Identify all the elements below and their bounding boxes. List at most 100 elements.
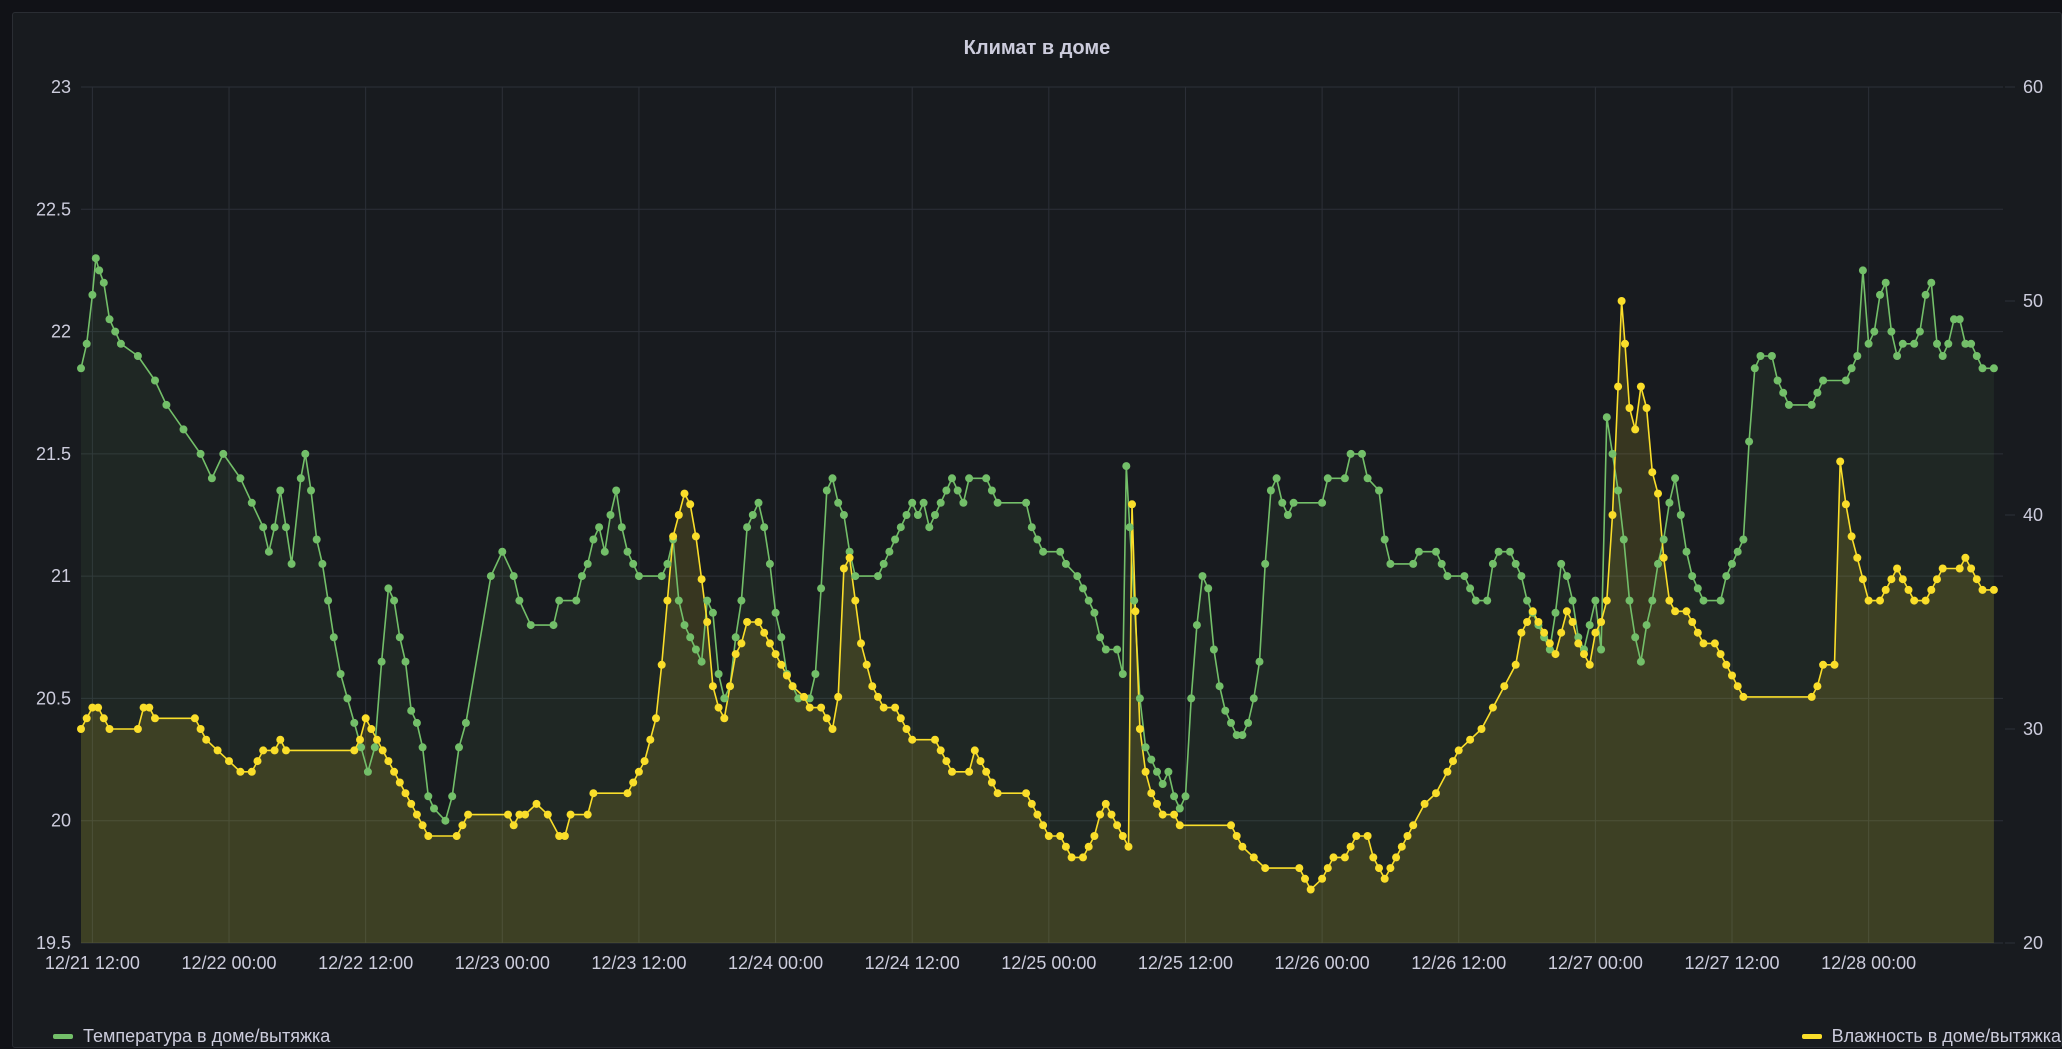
data-point-left[interactable]	[1255, 657, 1264, 666]
data-point-right[interactable]	[532, 799, 541, 808]
data-point-left[interactable]	[965, 474, 974, 483]
data-point-left[interactable]	[663, 559, 672, 568]
data-point-right[interactable]	[868, 682, 877, 691]
data-point-left[interactable]	[1198, 572, 1207, 581]
data-point-right[interactable]	[515, 810, 524, 819]
data-point-right[interactable]	[788, 682, 797, 691]
data-point-left[interactable]	[902, 511, 911, 519]
data-point-right[interactable]	[822, 714, 831, 723]
data-point-left[interactable]	[737, 596, 746, 605]
data-point-right[interactable]	[99, 714, 108, 723]
data-point-left[interactable]	[1147, 755, 1156, 764]
data-point-left[interactable]	[1819, 376, 1828, 385]
data-point-left[interactable]	[105, 315, 114, 324]
data-point-left[interactable]	[1323, 474, 1332, 483]
data-point-left[interactable]	[1779, 388, 1788, 397]
data-point-right[interactable]	[88, 703, 97, 712]
data-point-left[interactable]	[1181, 792, 1190, 801]
data-point-right[interactable]	[857, 639, 865, 648]
data-point-left[interactable]	[1517, 572, 1526, 581]
data-point-left[interactable]	[336, 670, 345, 678]
data-point-right[interactable]	[1067, 853, 1076, 862]
data-point-right[interactable]	[1500, 682, 1509, 691]
data-point-right[interactable]	[1096, 810, 1105, 819]
data-point-right[interactable]	[726, 682, 734, 691]
data-point-right[interactable]	[1027, 799, 1036, 808]
data-point-left[interactable]	[1483, 596, 1492, 605]
data-point-left[interactable]	[1466, 584, 1475, 593]
data-point-right[interactable]	[896, 714, 905, 723]
data-point-left[interactable]	[430, 804, 438, 813]
data-point-left[interactable]	[370, 743, 379, 752]
data-point-left[interactable]	[1204, 584, 1213, 593]
data-point-left[interactable]	[817, 584, 826, 593]
data-point-right[interactable]	[1238, 842, 1247, 851]
data-point-left[interactable]	[91, 254, 100, 263]
data-point-right[interactable]	[623, 789, 632, 798]
data-point-left[interactable]	[1170, 792, 1179, 801]
legend-humidity[interactable]: Влажность в доме/вытяжка	[1801, 1026, 2061, 1047]
data-point-left[interactable]	[822, 486, 831, 495]
data-point-right[interactable]	[236, 767, 245, 776]
data-point-right[interactable]	[1728, 671, 1736, 680]
data-point-left[interactable]	[1232, 731, 1241, 740]
data-point-left[interactable]	[1443, 572, 1452, 581]
data-point-left[interactable]	[629, 559, 638, 568]
data-point-left[interactable]	[343, 694, 352, 703]
data-point-right[interactable]	[714, 703, 723, 712]
data-point-left[interactable]	[1915, 327, 1924, 336]
data-point-right[interactable]	[1170, 810, 1179, 819]
data-point-right[interactable]	[105, 725, 114, 733]
data-point-right[interactable]	[1830, 660, 1839, 669]
data-point-left[interactable]	[1614, 486, 1623, 495]
data-point-left[interactable]	[1784, 400, 1793, 409]
data-point-right[interactable]	[805, 703, 814, 712]
data-point-right[interactable]	[133, 725, 142, 733]
data-point-left[interactable]	[1363, 474, 1372, 483]
data-point-left[interactable]	[1056, 547, 1065, 556]
data-point-right[interactable]	[640, 757, 649, 766]
data-point-right[interactable]	[1158, 810, 1167, 819]
data-point-right[interactable]	[720, 714, 729, 723]
data-point-left[interactable]	[1858, 266, 1867, 275]
data-point-left[interactable]	[697, 657, 706, 666]
data-point-right[interactable]	[1819, 660, 1828, 669]
data-point-left[interactable]	[1084, 596, 1093, 605]
series-line-left[interactable]	[80, 257, 1994, 823]
data-point-right[interactable]	[1306, 885, 1315, 894]
series-line-right[interactable]	[80, 300, 1994, 891]
data-point-left[interactable]	[401, 657, 410, 666]
data-point-right[interactable]	[1608, 511, 1617, 519]
data-point-right[interactable]	[908, 735, 917, 744]
data-point-right[interactable]	[1545, 639, 1554, 648]
data-point-right[interactable]	[800, 692, 808, 701]
data-point-left[interactable]	[1073, 572, 1082, 581]
data-point-right[interactable]	[1938, 564, 1947, 573]
data-point-left[interactable]	[424, 792, 433, 801]
data-point-left[interactable]	[1375, 486, 1383, 495]
data-point-left[interactable]	[1881, 278, 1890, 287]
data-point-left[interactable]	[549, 621, 558, 630]
data-point-right[interactable]	[765, 639, 774, 648]
data-point-left[interactable]	[296, 474, 305, 483]
data-point-right[interactable]	[708, 682, 717, 691]
data-point-left[interactable]	[578, 572, 586, 581]
data-point-right[interactable]	[828, 725, 837, 733]
data-point-right[interactable]	[669, 532, 678, 541]
data-point-right[interactable]	[737, 639, 746, 648]
data-point-left[interactable]	[88, 290, 97, 299]
data-point-right[interactable]	[1614, 382, 1623, 391]
data-point-right[interactable]	[1591, 628, 1600, 637]
data-point-left[interactable]	[133, 352, 142, 360]
data-point-left[interactable]	[589, 535, 598, 544]
data-point-right[interactable]	[452, 832, 461, 840]
data-point-right[interactable]	[1682, 607, 1691, 616]
data-point-left[interactable]	[953, 486, 962, 495]
data-point-right[interactable]	[1153, 799, 1161, 808]
data-point-left[interactable]	[1585, 621, 1594, 630]
data-point-left[interactable]	[1887, 327, 1896, 336]
data-point-right[interactable]	[401, 789, 410, 798]
data-point-left[interactable]	[1597, 645, 1606, 654]
data-point-left[interactable]	[612, 486, 621, 495]
data-point-left[interactable]	[1699, 596, 1708, 605]
